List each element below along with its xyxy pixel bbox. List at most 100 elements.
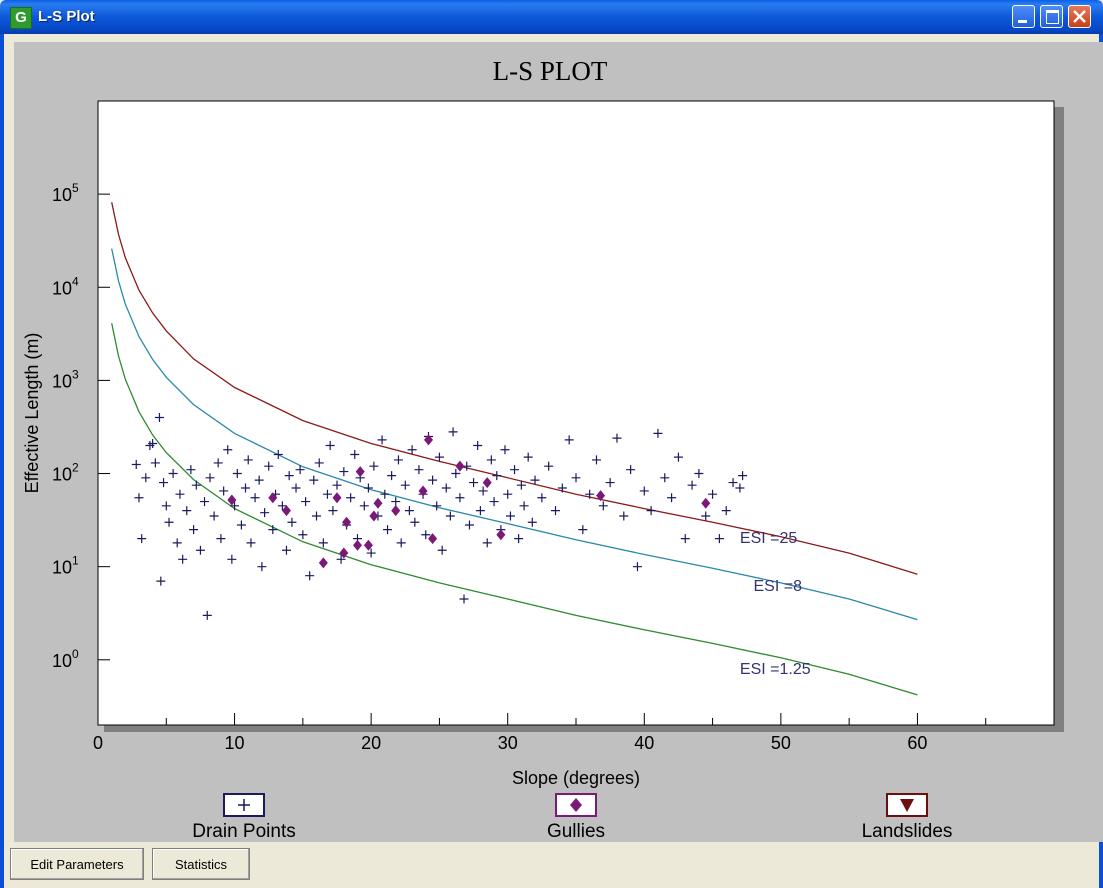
drain-point-marker [708, 489, 718, 499]
drain-point-marker [571, 473, 581, 483]
drain-point-marker [721, 506, 731, 516]
drain-point-marker [530, 475, 540, 485]
drain-point-marker [728, 478, 738, 488]
drain-point-marker [400, 480, 410, 490]
drain-point-marker [172, 538, 182, 548]
drain-point-marker [701, 511, 711, 521]
drain-point-marker [281, 545, 291, 555]
drain-point-marker [284, 471, 294, 481]
drain-point-marker [410, 517, 420, 527]
drain-point-marker [195, 545, 205, 555]
drain-point-marker [404, 506, 414, 516]
drain-point-marker [585, 489, 595, 499]
drain-point-marker [619, 511, 629, 521]
drain-point-marker [445, 511, 455, 521]
drain-point-marker [178, 554, 188, 564]
drain-point-marker [273, 450, 283, 460]
drain-point-marker [314, 458, 324, 468]
gully-marker [596, 490, 606, 502]
drain-point-marker [154, 412, 164, 422]
esi-curve-label-2: ESI =1.25 [740, 661, 811, 678]
drain-point-marker [216, 534, 226, 544]
drain-point-marker [254, 475, 264, 485]
close-button[interactable] [1068, 5, 1091, 28]
drain-point-marker [168, 469, 178, 479]
gully-marker [318, 557, 328, 569]
drain-point-marker [714, 534, 724, 544]
drain-point-marker [500, 445, 510, 455]
data-points [131, 412, 748, 620]
edit-parameters-button[interactable]: Edit Parameters [10, 848, 144, 880]
window-title: L-S Plot [38, 8, 95, 25]
x-tick-label: 50 [771, 733, 791, 753]
gully-marker [332, 492, 342, 504]
drain-point-marker [387, 471, 397, 481]
drain-point-marker [339, 467, 349, 477]
drain-point-marker [551, 506, 561, 516]
close-icon [1073, 10, 1086, 23]
statistics-button[interactable]: Statistics [152, 848, 250, 880]
x-axis-label: Slope (degrees) [512, 768, 640, 788]
drain-point-marker [219, 486, 229, 496]
drain-point-marker [312, 511, 322, 521]
x-tick-label: 60 [907, 733, 927, 753]
minimize-button[interactable] [1012, 5, 1035, 28]
drain-point-marker [564, 435, 574, 445]
drain-point-marker [441, 483, 451, 493]
minimize-icon [1018, 20, 1027, 23]
esi-curves: ESI =25 ESI =8 ESI =1.25 [111, 202, 918, 696]
x-tick-label: 20 [361, 733, 381, 753]
drain-point-marker [277, 501, 287, 511]
drain-point-marker [432, 501, 442, 511]
drain-point-marker [186, 465, 196, 475]
gully-marker [418, 485, 428, 497]
esi-curve-label-1: ESI =8 [754, 578, 803, 595]
drain-point-marker [325, 441, 335, 451]
chart-legend: Drain Points Gullies Landslides [192, 793, 952, 842]
drain-point-marker [519, 501, 529, 511]
drain-point-marker [626, 465, 636, 475]
drain-point-marker [544, 461, 554, 471]
drain-point-marker [287, 517, 297, 527]
drain-point-marker [328, 506, 338, 516]
drain-point-marker [318, 538, 328, 548]
ls-plot-chart: L-S PLOT ESI =25 ESI =8 ESI =1.25 0 10 20 30 4… [22, 56, 1064, 842]
legend-item-diamond: Gullies [547, 793, 605, 842]
drain-point-marker [213, 458, 223, 468]
gully-marker [496, 529, 506, 541]
drain-point-marker [182, 506, 192, 516]
drain-point-marker [514, 534, 524, 544]
drain-point-marker [653, 428, 663, 438]
legend-label: Gullies [547, 821, 605, 842]
drain-point-marker [332, 480, 342, 490]
drain-point-marker [359, 501, 369, 511]
gully-marker [342, 516, 352, 528]
maximize-button[interactable] [1040, 5, 1063, 28]
legend-marker [238, 799, 250, 811]
drain-point-marker [189, 525, 199, 535]
drain-point-marker [291, 483, 301, 493]
y-tick-label: 100 [52, 647, 79, 671]
drain-point-marker [605, 478, 615, 488]
y-axis-label: Effective Length (m) [22, 333, 42, 494]
drain-point-marker [478, 486, 488, 496]
drain-point-marker [407, 445, 417, 455]
drain-point-marker [191, 480, 201, 490]
drain-point-marker [448, 427, 458, 437]
drain-point-marker [137, 534, 147, 544]
gully-marker [391, 505, 401, 517]
gully-marker [424, 434, 434, 446]
drain-point-marker [464, 520, 474, 530]
drain-point-marker [250, 493, 260, 503]
drain-point-marker [632, 562, 642, 572]
drain-point-marker [475, 506, 485, 516]
gully-marker [482, 477, 492, 489]
drain-point-marker [738, 471, 748, 481]
drain-point-marker [510, 465, 520, 475]
drain-point-marker [350, 450, 360, 460]
gully-marker [281, 505, 291, 517]
legend-item-triangle-down: Landslides [862, 793, 952, 842]
drain-point-marker [578, 525, 588, 535]
window-titlebar[interactable]: G L-S Plot [0, 0, 1103, 34]
drain-point-marker [492, 471, 502, 481]
